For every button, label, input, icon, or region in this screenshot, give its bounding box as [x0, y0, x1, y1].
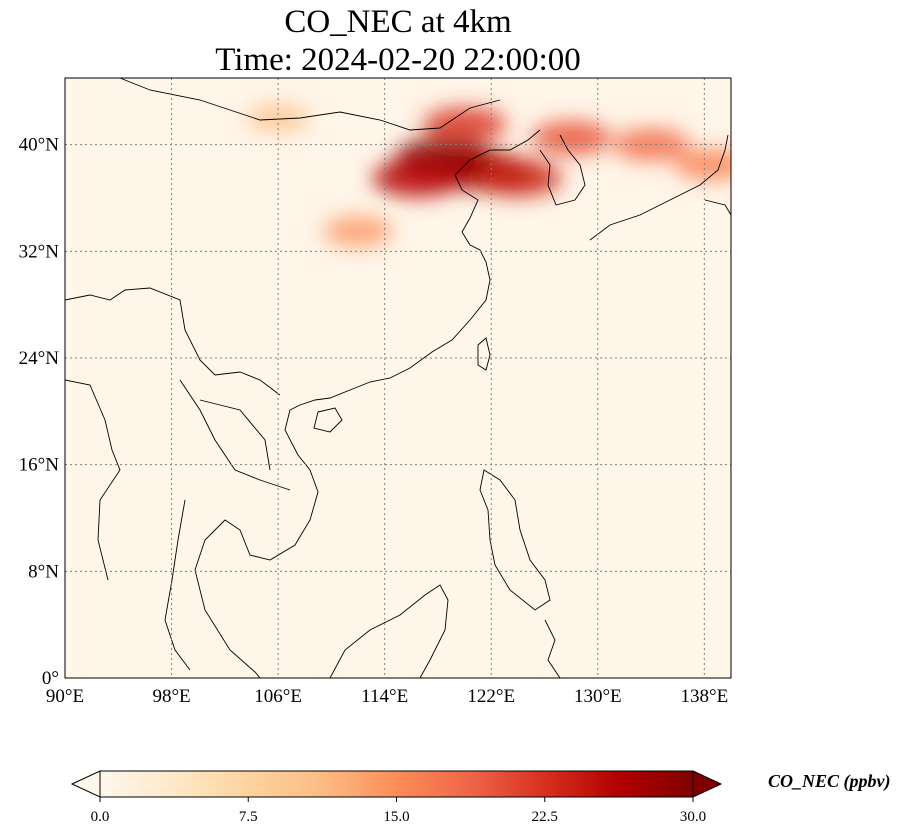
lon-tick-label: 98°E: [152, 686, 190, 707]
colorbar-ramp: [99, 770, 694, 798]
indochina-borders: [179, 379, 291, 491]
lon-tick-label: 90°E: [46, 686, 84, 707]
map-title-line-1: CO_NEC at 4km: [284, 4, 512, 40]
plume-patch: [474, 159, 562, 197]
plume-patch: [323, 216, 393, 247]
lon-tick-label: 106°E: [254, 686, 302, 707]
colorbar-tick-label: 30.0: [680, 809, 706, 825]
korea-coastline: [539, 134, 586, 206]
lat-tick-label: 40°N: [19, 135, 60, 156]
graticule: [65, 78, 731, 678]
myanmar-coast: [65, 379, 121, 581]
map-frame: [64, 77, 732, 679]
lat-tick-label: 0°: [42, 668, 59, 689]
philippines-coastline: [479, 469, 551, 611]
longitude-tick-labels: 90°E 98°E 106°E 114°E 122°E 130°E 138°E: [46, 686, 728, 707]
colorbar-extend-max: [692, 770, 723, 798]
colorbar: 0.0 7.5 15.0 22.5 30.0: [70, 770, 723, 825]
lon-tick-label: 114°E: [361, 686, 408, 707]
borneo-coastline: [329, 584, 449, 678]
latitude-tick-labels: 0° 8°N 16°N 24°N 32°N 40°N: [19, 135, 60, 689]
plume-patch: [531, 121, 612, 155]
lon-tick-label: 138°E: [681, 686, 729, 707]
colorbar-extend-min: [70, 770, 101, 798]
lon-tick-label: 122°E: [467, 686, 515, 707]
lat-tick-label: 16°N: [19, 455, 60, 476]
colorbar-tick-label: 0.0: [91, 809, 110, 825]
mongolia-border: [119, 78, 501, 131]
lat-tick-label: 8°N: [28, 561, 59, 582]
lat-tick-label: 32°N: [19, 241, 60, 262]
coastlines: [65, 78, 731, 678]
map-title-line-2: Time: 2024-02-20 22:00:00: [215, 42, 581, 78]
japan-coastline: [589, 134, 731, 241]
plume-patch: [422, 106, 507, 143]
colorbar-tick-labels: 0.0 7.5 15.0 22.5 30.0: [91, 797, 706, 825]
china-coastline: [289, 129, 541, 411]
sulawesi-coastline: [544, 619, 561, 678]
colorbar-tick-label: 15.0: [383, 809, 409, 825]
lon-tick-label: 130°E: [574, 686, 622, 707]
hainan-coastline: [313, 407, 343, 433]
plume-patch: [372, 158, 464, 198]
colorbar-tick-label: 22.5: [532, 809, 558, 825]
malay-peninsula: [164, 499, 191, 671]
plume-patch: [674, 149, 731, 181]
colorbar-label: CO_NEC (ppbv): [768, 771, 891, 791]
colorbar-tick-label: 7.5: [239, 809, 258, 825]
lat-tick-label: 24°N: [19, 348, 60, 369]
taiwan-coastline: [477, 337, 491, 371]
china-inland-border: [65, 287, 281, 396]
